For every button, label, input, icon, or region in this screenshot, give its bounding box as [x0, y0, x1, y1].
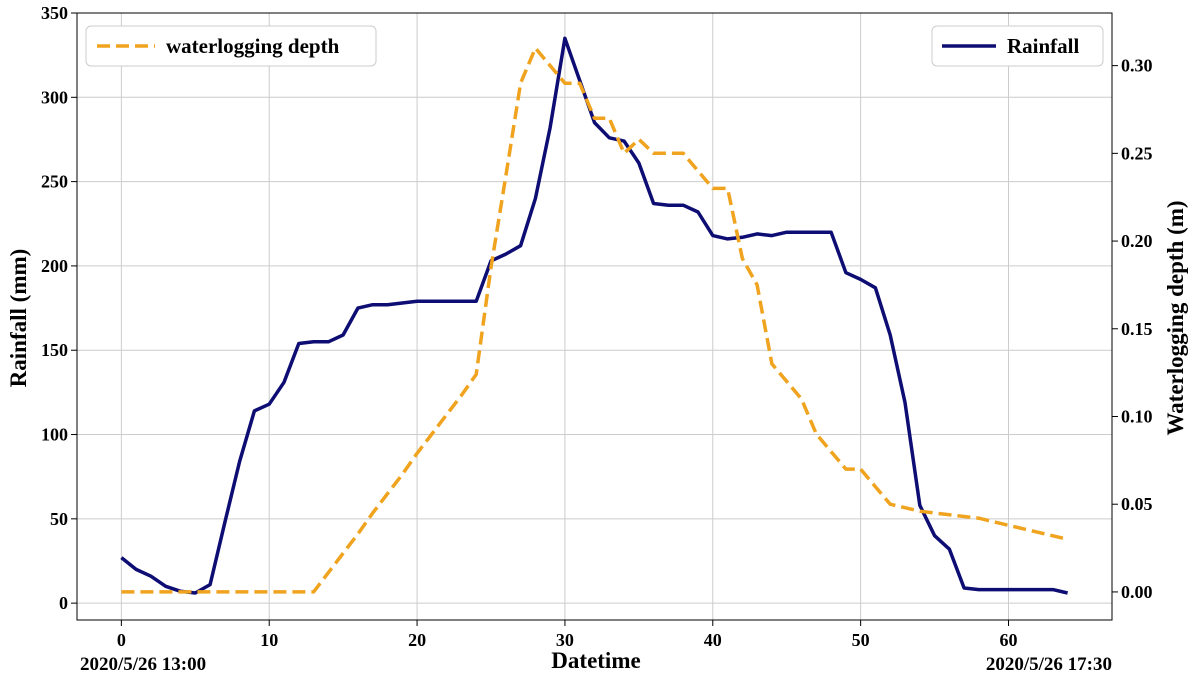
axis-tick-labels: 0 10 20 30 40 50 60 0 50 100 150 200 250 300 350 0.00 0.…: [41, 3, 1153, 650]
plot-frame: [76, 12, 1113, 621]
legend-rainfall-box: [931, 25, 1104, 67]
series-lines: [120, 36, 1069, 595]
x-tick-label: 40: [704, 630, 722, 650]
left-y-tick-label: 0: [59, 593, 68, 613]
x-tick-label: 0: [117, 630, 126, 650]
x-tick-label: 50: [852, 630, 870, 650]
right-y-tick-label: 0.00: [1121, 582, 1153, 602]
left-y-tick-label: 200: [41, 256, 68, 276]
legend-waterlogging: waterlogging depth: [85, 25, 377, 67]
left-y-tick-label: 350: [41, 3, 68, 23]
right-y-tick-label: 0.05: [1121, 494, 1153, 514]
left-y-tick-label: 100: [41, 425, 68, 445]
x-axis-title: Datetime: [551, 648, 640, 673]
axis-ticks: [71, 12, 1118, 626]
start-datetime-label: 2020/5/26 13:00: [80, 654, 206, 675]
legend-waterlogging-box: [85, 25, 377, 67]
rainfall-line: [120, 36, 1068, 595]
x-tick-label: 60: [1000, 630, 1018, 650]
end-datetime-label: 2020/5/26 17:30: [986, 654, 1112, 675]
right-y-tick-label: 0.25: [1121, 143, 1153, 163]
legend-waterlogging-label: waterlogging depth: [166, 34, 340, 58]
left-y-tick-label: 300: [41, 87, 68, 107]
grid-lines: [77, 12, 1112, 620]
right-y-tick-label: 0.20: [1121, 231, 1153, 251]
left-y-axis-title: Rainfall (mm): [6, 249, 31, 388]
left-y-tick-label: 250: [41, 172, 68, 192]
x-tick-label: 10: [260, 630, 278, 650]
right-y-tick-label: 0.30: [1121, 56, 1153, 76]
x-tick-label: 20: [408, 630, 426, 650]
legend-rainfall-label: Rainfall: [1007, 34, 1080, 58]
x-tick-label: 30: [556, 630, 574, 650]
left-y-tick-label: 150: [41, 340, 68, 360]
right-y-axis-title: Waterlogging depth (m): [1163, 200, 1188, 435]
legend-rainfall: Rainfall: [931, 25, 1104, 67]
right-y-tick-label: 0.15: [1121, 319, 1153, 339]
waterlogging-depth-line: [121, 46, 1069, 594]
right-y-tick-label: 0.10: [1121, 406, 1153, 426]
left-y-tick-label: 50: [50, 509, 68, 529]
